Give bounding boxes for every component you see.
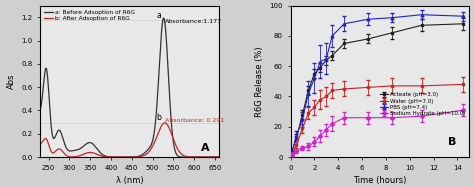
b: After Adsoption of R6G: (305, 0.0016): After Adsoption of R6G: (305, 0.0016) (68, 156, 74, 158)
Text: A: A (201, 143, 210, 153)
a: Before Adsoption of R6G: (279, 0.216): Before Adsoption of R6G: (279, 0.216) (58, 131, 64, 133)
a: Before Adsoption of R6G: (395, 0.00235): Before Adsoption of R6G: (395, 0.00235) (106, 156, 112, 158)
X-axis label: λ (nm): λ (nm) (116, 176, 144, 185)
Legend: Acteate (pH=3.0), Water (pH=7.0), PBS (pH=7.4), Sodium Hydrate (pH=10.0): Acteate (pH=3.0), Water (pH=7.0), PBS (p… (379, 91, 466, 117)
Text: Absorbance:1.177: Absorbance:1.177 (165, 19, 222, 24)
a: Before Adsoption of R6G: (414, 4.53e-05): Before Adsoption of R6G: (414, 4.53e-05) (114, 156, 119, 158)
a: Before Adsoption of R6G: (527, 1.19): Before Adsoption of R6G: (527, 1.19) (161, 17, 166, 19)
b: After Adsoption of R6G: (230, 0.112): After Adsoption of R6G: (230, 0.112) (37, 143, 43, 145)
Text: b: b (156, 113, 161, 122)
a: Before Adsoption of R6G: (305, 0.0527): Before Adsoption of R6G: (305, 0.0527) (68, 150, 74, 152)
X-axis label: Time (hours): Time (hours) (353, 176, 407, 185)
a: Before Adsoption of R6G: (660, 1.57e-26): Before Adsoption of R6G: (660, 1.57e-26) (216, 156, 222, 158)
Y-axis label: Abs: Abs (7, 74, 16, 89)
Y-axis label: R6G Release (%): R6G Release (%) (255, 46, 264, 117)
Legend: a: Before Adsoption of R6G, b: After Adsoption of R6G: a: Before Adsoption of R6G, b: After Ads… (43, 9, 136, 22)
a: Before Adsoption of R6G: (605, 1.27e-11): Before Adsoption of R6G: (605, 1.27e-11) (193, 156, 199, 158)
b: After Adsoption of R6G: (605, 4.53e-05): After Adsoption of R6G: (605, 4.53e-05) (193, 156, 199, 158)
Line: a: Before Adsoption of R6G: a: Before Adsoption of R6G (40, 18, 219, 157)
a: Before Adsoption of R6G: (652, 4.99e-24): Before Adsoption of R6G: (652, 4.99e-24) (213, 156, 219, 158)
a: Before Adsoption of R6G: (230, 0.404): Before Adsoption of R6G: (230, 0.404) (37, 109, 43, 111)
b: After Adsoption of R6G: (530, 0.294): After Adsoption of R6G: (530, 0.294) (162, 122, 168, 124)
b: After Adsoption of R6G: (660, 1.37e-12): After Adsoption of R6G: (660, 1.37e-12) (216, 156, 222, 158)
b: After Adsoption of R6G: (652, 3.47e-11): After Adsoption of R6G: (652, 3.47e-11) (213, 156, 219, 158)
b: After Adsoption of R6G: (414, 1.51e-05): After Adsoption of R6G: (414, 1.51e-05) (114, 156, 119, 158)
b: After Adsoption of R6G: (395, 0.000781): After Adsoption of R6G: (395, 0.000781) (106, 156, 112, 158)
Text: a: a (156, 11, 161, 20)
Text: Absorbance: 0.291: Absorbance: 0.291 (165, 118, 224, 123)
Text: B: B (448, 137, 456, 147)
b: After Adsoption of R6G: (279, 0.0645): After Adsoption of R6G: (279, 0.0645) (58, 148, 64, 151)
Line: b: After Adsoption of R6G: b: After Adsoption of R6G (40, 123, 219, 157)
